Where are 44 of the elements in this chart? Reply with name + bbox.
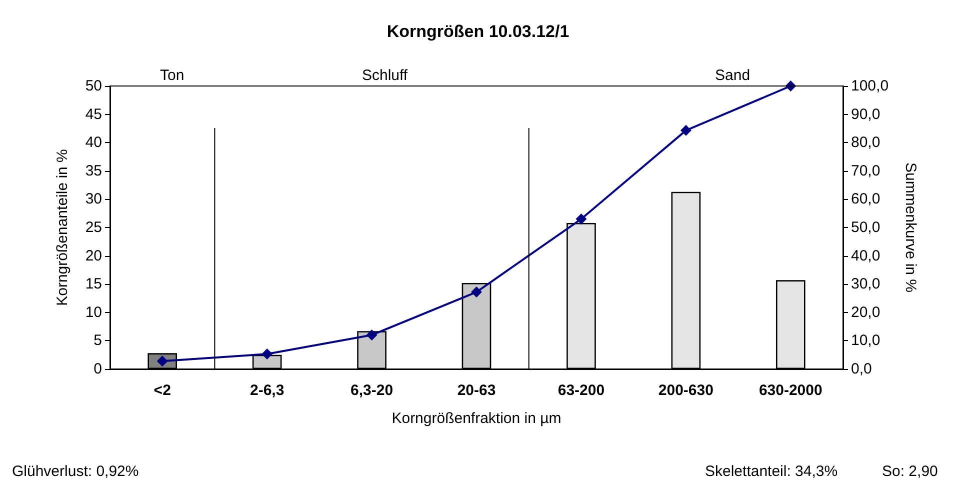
x-tick-label: <2 (154, 382, 171, 399)
y-tick-label: 35 (85, 162, 102, 180)
y2-tick-label: 100,0 (851, 78, 889, 94)
x-tick-label: 63-200 (558, 382, 605, 399)
point (366, 330, 378, 341)
y-axis-title: Korngrößenanteile in % (54, 149, 71, 306)
y-tick-label: 20 (85, 247, 102, 264)
point (576, 214, 587, 225)
chart-title: Korngrößen 10.03.12/1 (386, 22, 570, 41)
y-tick-label: 10 (85, 304, 102, 321)
x-axis-title: Korngrößenfraktion in µm (392, 410, 562, 427)
y2-tick-label: 40,0 (851, 247, 880, 264)
y2-tick-label: 70,0 (851, 162, 880, 180)
x-tick-label: 2-6,3 (250, 382, 284, 399)
y-tick-label: 25 (85, 219, 102, 236)
y2-tick-label: 10,0 (851, 332, 880, 350)
x-tick-label: 630-2000 (758, 382, 822, 399)
y2-tick-label: 60,0 (851, 190, 880, 208)
text: Glühverlust: 0,92% (12, 463, 139, 480)
y-tick-label: 5 (94, 332, 102, 350)
point (262, 348, 273, 360)
x-tick-label: 6,3-20 (350, 382, 394, 399)
y2-tick-label: 80,0 (851, 134, 880, 152)
y2-tick-label: 20,0 (851, 304, 880, 321)
y2-tick-label: 0,0 (851, 360, 872, 378)
text: Ton (160, 67, 184, 84)
y2-axis-title: Summenkurve in % (902, 162, 919, 293)
y-tick-label: 0 (94, 360, 102, 378)
y2-tick-label: 90,0 (851, 106, 880, 123)
x-tick-label: 20-63 (457, 382, 496, 399)
y-tick-label: 30 (85, 190, 102, 208)
y-tick-label: 50 (85, 78, 102, 94)
text: Skelettanteil: 34,3% (705, 463, 838, 480)
text: Schluff (362, 67, 408, 84)
text: So: 2,90 (882, 463, 938, 480)
y-tick-label: 45 (85, 106, 102, 123)
y-tick-label: 15 (85, 276, 102, 293)
y2-tick-label: 30,0 (851, 276, 880, 293)
x-tick-label: 200-630 (658, 382, 714, 399)
y-tick-label: 40 (85, 134, 102, 152)
y2-tick-label: 50,0 (851, 219, 880, 236)
point (471, 286, 482, 298)
point (680, 124, 692, 136)
text: Sand (714, 67, 750, 84)
